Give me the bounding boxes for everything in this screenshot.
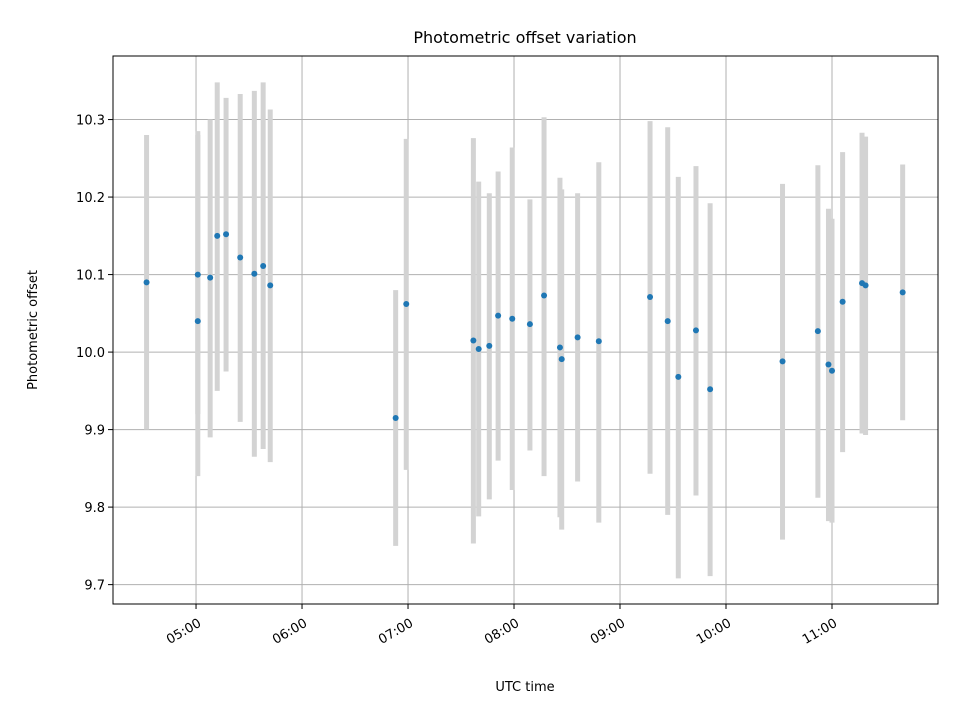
data-point — [495, 312, 502, 319]
data-point — [526, 321, 533, 328]
y-tick-label: 10.1 — [76, 269, 105, 284]
chart-title: Photometric offset variation — [413, 28, 636, 47]
data-point — [470, 337, 477, 344]
data-point — [839, 298, 846, 305]
data-point — [595, 338, 602, 345]
data-point — [829, 367, 836, 374]
plot-frame — [112, 55, 939, 605]
data-point — [207, 274, 214, 281]
data-point — [558, 356, 565, 363]
y-tick-label: 10.0 — [76, 346, 105, 361]
data-point — [814, 328, 821, 335]
data-point — [392, 414, 399, 421]
data-point — [237, 254, 244, 261]
y-axis-label: Photometric offset — [26, 270, 41, 390]
x-axis-label: UTC time — [495, 680, 554, 695]
data-point — [267, 282, 274, 289]
data-point — [556, 344, 563, 351]
data-point — [899, 289, 906, 296]
data-point — [475, 345, 482, 352]
data-point — [260, 263, 267, 270]
data-point — [664, 318, 671, 325]
data-point — [779, 358, 786, 365]
data-point — [486, 342, 493, 349]
data-point — [251, 270, 258, 277]
y-tick-label: 10.3 — [76, 114, 105, 129]
data-point — [194, 318, 201, 325]
data-point — [541, 292, 548, 299]
data-point — [862, 282, 869, 289]
y-tick-label: 9.9 — [84, 424, 105, 439]
data-point — [403, 301, 410, 308]
data-point — [647, 294, 654, 301]
y-axis-ticks: 9.7 9.8 9.9 10.0 10.1 10.2 10.3 — [76, 114, 113, 594]
data-point — [194, 271, 201, 278]
data-point — [707, 386, 714, 393]
data-point — [675, 373, 682, 380]
data-point — [692, 327, 699, 334]
y-tick-label: 9.8 — [84, 501, 105, 516]
data-point — [825, 361, 832, 368]
data-point — [509, 315, 516, 322]
data-point — [223, 231, 230, 238]
data-point — [574, 334, 581, 341]
data-point — [214, 232, 221, 239]
y-tick-label: 10.2 — [76, 191, 105, 206]
data-point — [143, 279, 150, 286]
data-points — [143, 231, 906, 421]
y-tick-label: 9.7 — [84, 579, 105, 594]
